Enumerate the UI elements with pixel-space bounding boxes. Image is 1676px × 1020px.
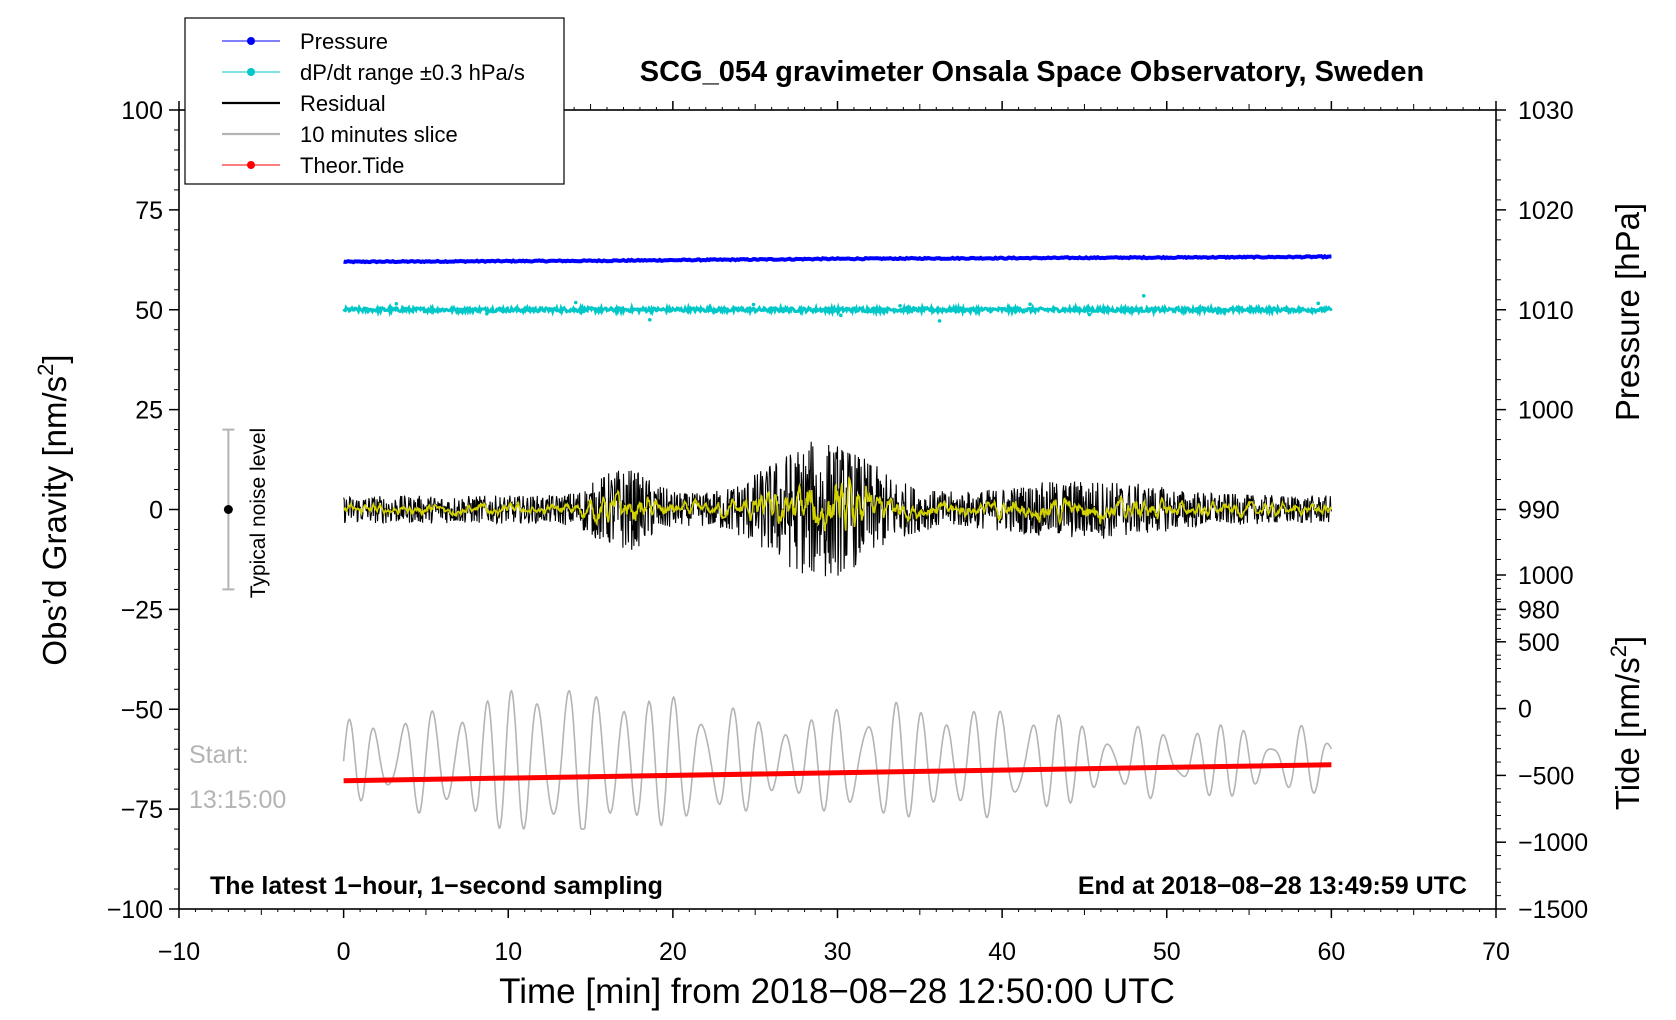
ten-minute-slice-line [342,689,1333,831]
residual-line [343,441,1332,577]
pressure-rate-outlier [751,302,756,307]
pressure-rate-line [342,301,1333,318]
y-tick-label: −50 [121,696,163,724]
pressure-rate-outlier [898,303,902,308]
legend-label: Theor.Tide [300,153,404,178]
legend-swatch-marker [247,37,255,45]
y-tick-label: 0 [149,497,163,525]
y-tick-label: −100 [107,896,163,924]
end-time-note: End at 2018−08−28 13:49:59 UTC [1078,872,1467,900]
tide-axis-ticks: 1000 500 0 −500 −1000 −1500 [1496,562,1588,924]
pressure-tick-label: 1000 [1518,397,1574,425]
legend: Pressure dP/dt range ±0.3 hPa/s Residual 10… [184,17,565,185]
pressure-axis-ticks: 1030 1020 1010 1000 990 980 [1496,97,1574,660]
pressure-tick-label: 1020 [1518,197,1574,225]
chart-title: SCG_054 gravimeter Onsala Space Observat… [640,56,1424,88]
start-time: 13:15:00 [189,786,286,814]
x-tick-label: 0 [337,938,351,966]
noise-level-bar [222,428,235,591]
pressure-rate-outlier [1141,293,1146,298]
legend-box [184,17,565,185]
x-tick-label: 70 [1482,938,1510,966]
y-axis-ticks: 100 75 50 25 0 −25 −50 −75 −100 [107,97,179,924]
theoretical-tide-line [343,762,1332,784]
noise-level-label: Typical noise level [247,428,270,598]
legend-label: 10 minutes slice [300,122,458,147]
x-tick-label: 40 [988,938,1016,966]
legend-label: Pressure [300,29,388,54]
pressure-line [343,253,1332,265]
tide-axis-label: Tide [nm/s2] [1606,636,1646,810]
y-tick-label: −25 [121,596,163,624]
legend-swatch-marker [247,68,255,76]
legend-swatch-marker [247,161,255,169]
pressure-rate-outlier [1087,312,1092,317]
pressure-rate-outlier [838,313,843,318]
pressure-series [343,253,1332,265]
tide-tick-label: 1000 [1518,562,1574,590]
x-tick-label: 60 [1317,938,1345,966]
noise-bar-center [223,505,233,514]
pressure-rate-outlier [1028,302,1032,306]
residual-filtered-line [343,476,1332,532]
pressure-rate-outlier [394,301,399,306]
pressure-axis-label: Pressure [hPa] [1609,203,1646,421]
y-tick-label: 25 [135,397,163,425]
pressure-rate-outlier [937,319,942,323]
y-tick-label: −75 [121,796,163,824]
theoretical-tide-series [343,762,1332,784]
tide-tick-label: −1000 [1518,829,1588,857]
sampling-note: The latest 1−hour, 1−second sampling [210,872,663,900]
y-tick-label: 100 [121,97,163,125]
pressure-rate-outlier [1215,311,1220,315]
x-tick-label: 20 [659,938,687,966]
x-tick-label: −10 [158,938,200,966]
y-tick-label: 50 [135,297,163,325]
ten-minute-slice-series [342,689,1333,831]
y-axis-label-main: Obs’d Gravity [nm/s [36,376,73,666]
y-axis-label: Obs’d Gravity [nm/s2] [33,354,73,665]
y-tick-label: 75 [135,197,163,225]
tide-axis-label-main: Tide [nm/s [1609,657,1646,810]
x-axis-label: Time [min] from 2018−08−28 12:50:00 UTC [499,972,1175,1011]
residual-filtered-series [343,476,1332,532]
x-tick-label: 50 [1153,938,1181,966]
pressure-rate-outlier [573,300,578,305]
pressure-tick-label: 990 [1518,497,1560,525]
pressure-rate-outlier [1316,301,1321,306]
tide-tick-label: −500 [1518,762,1574,790]
pressure-rate-series [342,293,1333,323]
pressure-rate-outlier [648,317,652,322]
start-label: Start: [189,741,249,769]
x-tick-label: 30 [824,938,852,966]
x-axis-ticks: −10 0 10 20 30 40 50 60 70 [158,101,1510,966]
y-axis-label-end: ] [36,354,73,363]
residual-series [343,441,1332,577]
pressure-tick-label: 1030 [1518,97,1574,125]
legend-label: Residual [300,91,386,116]
tide-tick-label: −1500 [1518,896,1588,924]
legend-label: dP/dt range ±0.3 hPa/s [300,60,525,85]
tide-tick-label: 500 [1518,629,1560,657]
pressure-rate-outlier [485,311,489,316]
tide-axis-label-end: ] [1609,636,1646,645]
y-axis-label-sup: 2 [33,364,58,376]
tide-tick-label: 0 [1518,696,1532,724]
pressure-tick-label: 980 [1518,596,1560,624]
tide-axis-label-sup: 2 [1606,645,1631,657]
pressure-tick-label: 1010 [1518,297,1574,325]
x-tick-label: 10 [494,938,522,966]
